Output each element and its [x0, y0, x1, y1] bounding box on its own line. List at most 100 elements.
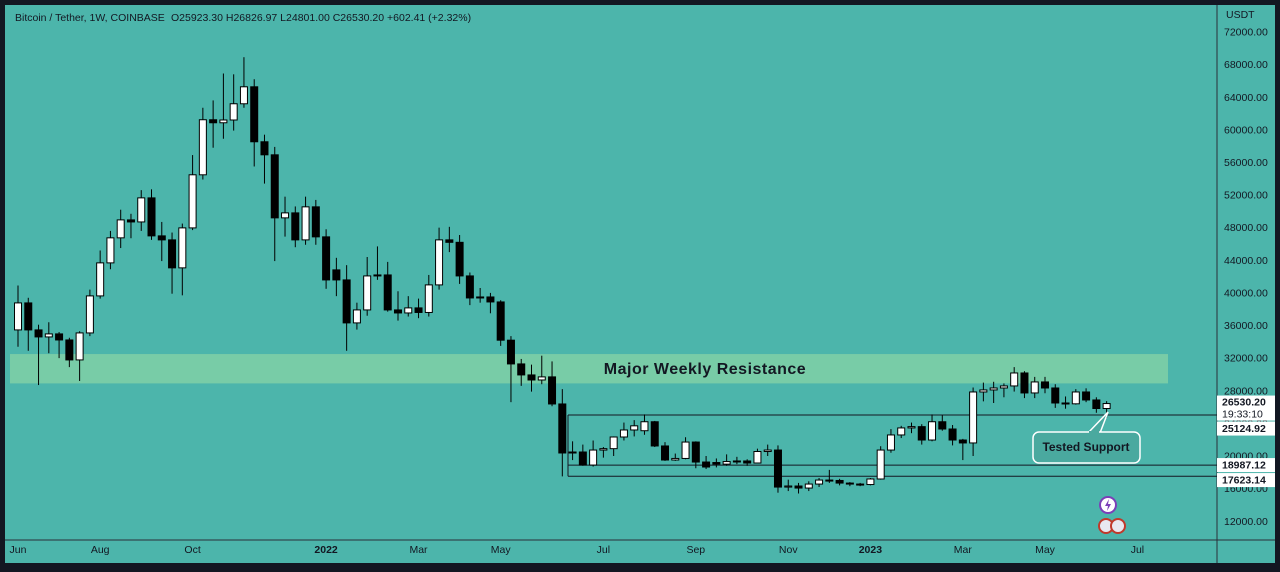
x-tick-label: Oct [184, 544, 200, 556]
candle-body [85, 295, 94, 334]
candle-body [393, 309, 402, 314]
level-price-box [1217, 458, 1275, 473]
candle-body [671, 457, 680, 461]
candle-body [702, 461, 711, 468]
y-tick-label: 68000.00 [1224, 59, 1268, 71]
candle-body [548, 376, 557, 405]
candle-body [1102, 403, 1111, 410]
y-tick-label: 52000.00 [1224, 190, 1268, 202]
y-tick-label: 48000.00 [1224, 222, 1268, 234]
currency: USDT [1226, 9, 1255, 21]
candle-body [116, 219, 125, 239]
candle-body [558, 403, 567, 454]
candle-body [999, 385, 1008, 389]
level-price-box [1217, 421, 1275, 436]
candle-body [969, 391, 978, 444]
candle-body [784, 485, 793, 488]
y-tick-label: 36000.00 [1224, 320, 1268, 332]
candle-body [106, 237, 115, 264]
last-price-box [1217, 395, 1275, 421]
candle-body [96, 262, 105, 297]
candle-body [1092, 399, 1101, 410]
candle-body [845, 482, 854, 485]
ohlc-legend: O25923.30 H26826.97 L24801.00 C26530.20 … [171, 12, 471, 24]
candle-body [291, 212, 300, 241]
icons [1098, 496, 1126, 534]
candle-body [928, 421, 937, 441]
candle-body [609, 436, 618, 450]
candle-body [712, 462, 721, 465]
candle-body [311, 206, 320, 238]
candle-body [65, 339, 74, 361]
candle-body [979, 389, 988, 393]
x-tick-label: Aug [91, 544, 110, 556]
symbol: Bitcoin / Tether, 1W, COINBASE [15, 12, 165, 24]
callout: Tested Support [1032, 411, 1141, 464]
candle-body [75, 332, 84, 361]
zone-label: Major Weekly Resistance [604, 361, 806, 378]
candle-body [496, 301, 505, 341]
candle-body [630, 425, 639, 431]
candle-body [239, 86, 248, 105]
candle-body [732, 460, 741, 463]
candle-body [722, 461, 731, 465]
candle-body [589, 449, 598, 466]
x-tick-label: Sep [686, 544, 705, 556]
candle-body [1071, 391, 1080, 405]
y-tick-label: 32000.00 [1224, 353, 1268, 365]
y-tick-label: 28000.00 [1224, 385, 1268, 397]
candle-body [126, 219, 135, 223]
x-tick-label: May [491, 544, 512, 556]
candle-body [681, 441, 690, 459]
candle-body [989, 387, 998, 391]
x-tick-label: Jul [597, 544, 610, 556]
candle-body [856, 483, 865, 486]
callout-box [1032, 431, 1141, 464]
candle-body [1082, 391, 1091, 401]
x-tick-label: May [1035, 544, 1056, 556]
candle-body [578, 451, 587, 466]
bolt [1105, 499, 1111, 511]
candle-body [168, 239, 177, 269]
candle-body [640, 421, 649, 432]
candle-body [476, 296, 485, 299]
candle-body [404, 307, 413, 314]
level-price-box [1217, 473, 1275, 488]
candle-body [866, 478, 875, 486]
resistance-zone [10, 354, 1168, 384]
candle-body [619, 429, 628, 438]
candle-body [44, 333, 53, 338]
candle-body [958, 439, 967, 444]
candle-body [907, 426, 916, 429]
candle-body [1010, 372, 1019, 387]
candle-body [137, 197, 146, 223]
y-tick-label: 12000.00 [1224, 516, 1268, 528]
event-icon [1110, 518, 1126, 534]
candle-body [650, 421, 659, 447]
candle-body [691, 441, 700, 463]
candle-body [55, 333, 64, 341]
countdown: 19:33:10 [1222, 408, 1263, 420]
candle-body [342, 279, 351, 324]
candle-body [773, 449, 782, 488]
candle-body [486, 296, 495, 303]
candle-body [506, 339, 515, 365]
y-tick-label: 64000.00 [1224, 92, 1268, 104]
candle-body [743, 460, 752, 464]
candle-body [445, 239, 454, 243]
candle-body [537, 376, 546, 381]
candle-body [229, 103, 238, 121]
candle-body [178, 227, 187, 269]
level-price-label: 17623.14 [1222, 474, 1266, 486]
candle-body [352, 309, 361, 324]
candle-body [301, 206, 310, 241]
candle-body [24, 302, 33, 331]
level-price-label: 25124.92 [1222, 423, 1266, 435]
candle-body [794, 485, 803, 489]
x-tick-label: Mar [409, 544, 428, 556]
candle-body [322, 236, 331, 281]
candle-body [1051, 387, 1060, 404]
candle-body [34, 329, 43, 338]
candle-body [414, 307, 423, 313]
